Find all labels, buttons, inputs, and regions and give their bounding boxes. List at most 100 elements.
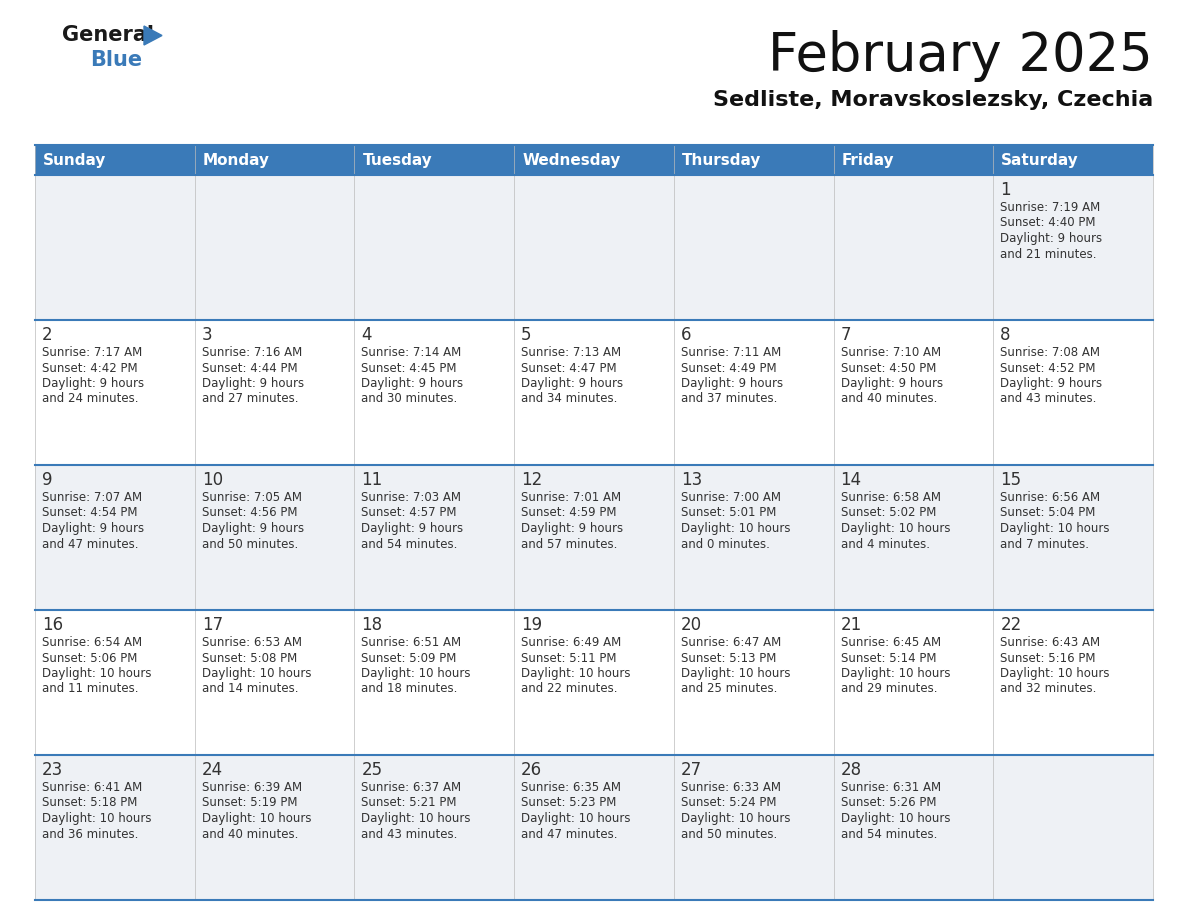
Text: Blue: Blue xyxy=(90,50,143,70)
Text: 16: 16 xyxy=(42,616,63,634)
Text: Daylight: 9 hours: Daylight: 9 hours xyxy=(202,522,304,535)
Bar xyxy=(34,320,1154,465)
Text: Daylight: 10 hours: Daylight: 10 hours xyxy=(1000,522,1110,535)
Text: Sunset: 4:50 PM: Sunset: 4:50 PM xyxy=(841,362,936,375)
Text: and 11 minutes.: and 11 minutes. xyxy=(42,682,139,696)
Text: Wednesday: Wednesday xyxy=(523,152,620,167)
Text: Daylight: 10 hours: Daylight: 10 hours xyxy=(841,667,950,680)
Text: 21: 21 xyxy=(841,616,861,634)
Text: Daylight: 9 hours: Daylight: 9 hours xyxy=(202,377,304,390)
Text: 24: 24 xyxy=(202,761,223,779)
Text: and 50 minutes.: and 50 minutes. xyxy=(202,538,298,551)
Text: Sunset: 5:13 PM: Sunset: 5:13 PM xyxy=(681,652,776,665)
Bar xyxy=(34,145,1154,175)
Text: Sunrise: 7:11 AM: Sunrise: 7:11 AM xyxy=(681,346,781,359)
Text: and 50 minutes.: and 50 minutes. xyxy=(681,827,777,841)
Text: Daylight: 9 hours: Daylight: 9 hours xyxy=(841,377,943,390)
Text: Daylight: 10 hours: Daylight: 10 hours xyxy=(522,667,631,680)
Text: 10: 10 xyxy=(202,471,223,489)
Text: and 37 minutes.: and 37 minutes. xyxy=(681,393,777,406)
Text: 22: 22 xyxy=(1000,616,1022,634)
Text: Daylight: 9 hours: Daylight: 9 hours xyxy=(522,377,624,390)
Text: 28: 28 xyxy=(841,761,861,779)
Text: Sunrise: 6:41 AM: Sunrise: 6:41 AM xyxy=(42,781,143,794)
Text: Sunset: 5:23 PM: Sunset: 5:23 PM xyxy=(522,797,617,810)
Text: Sedliste, Moravskoslezsky, Czechia: Sedliste, Moravskoslezsky, Czechia xyxy=(713,90,1154,110)
Text: Sunset: 5:19 PM: Sunset: 5:19 PM xyxy=(202,797,297,810)
Text: Sunrise: 6:35 AM: Sunrise: 6:35 AM xyxy=(522,781,621,794)
Text: Daylight: 10 hours: Daylight: 10 hours xyxy=(522,812,631,825)
Text: Sunrise: 6:37 AM: Sunrise: 6:37 AM xyxy=(361,781,462,794)
Text: and 54 minutes.: and 54 minutes. xyxy=(361,538,457,551)
Bar xyxy=(34,465,1154,610)
Text: Sunset: 4:47 PM: Sunset: 4:47 PM xyxy=(522,362,617,375)
Text: and 7 minutes.: and 7 minutes. xyxy=(1000,538,1089,551)
Text: Sunset: 4:52 PM: Sunset: 4:52 PM xyxy=(1000,362,1095,375)
Text: Sunset: 5:01 PM: Sunset: 5:01 PM xyxy=(681,507,776,520)
Text: Sunrise: 6:39 AM: Sunrise: 6:39 AM xyxy=(202,781,302,794)
Text: Sunset: 5:04 PM: Sunset: 5:04 PM xyxy=(1000,507,1095,520)
Text: Daylight: 10 hours: Daylight: 10 hours xyxy=(841,522,950,535)
Text: Sunrise: 6:49 AM: Sunrise: 6:49 AM xyxy=(522,636,621,649)
Text: and 40 minutes.: and 40 minutes. xyxy=(841,393,937,406)
Text: and 24 minutes.: and 24 minutes. xyxy=(42,393,139,406)
Text: Sunset: 5:06 PM: Sunset: 5:06 PM xyxy=(42,652,138,665)
Text: Sunrise: 7:19 AM: Sunrise: 7:19 AM xyxy=(1000,201,1100,214)
Text: and 54 minutes.: and 54 minutes. xyxy=(841,827,937,841)
Text: Daylight: 10 hours: Daylight: 10 hours xyxy=(1000,667,1110,680)
Text: and 4 minutes.: and 4 minutes. xyxy=(841,538,929,551)
Text: Sunset: 5:18 PM: Sunset: 5:18 PM xyxy=(42,797,138,810)
Bar xyxy=(34,610,1154,755)
Text: Sunset: 5:24 PM: Sunset: 5:24 PM xyxy=(681,797,776,810)
Text: 13: 13 xyxy=(681,471,702,489)
Text: 19: 19 xyxy=(522,616,542,634)
Text: Monday: Monday xyxy=(203,152,270,167)
Text: 14: 14 xyxy=(841,471,861,489)
Text: and 47 minutes.: and 47 minutes. xyxy=(42,538,139,551)
Text: Daylight: 9 hours: Daylight: 9 hours xyxy=(42,522,144,535)
Text: Sunrise: 7:03 AM: Sunrise: 7:03 AM xyxy=(361,491,461,504)
Text: 11: 11 xyxy=(361,471,383,489)
Text: Daylight: 9 hours: Daylight: 9 hours xyxy=(361,522,463,535)
Text: and 57 minutes.: and 57 minutes. xyxy=(522,538,618,551)
Text: Sunset: 5:14 PM: Sunset: 5:14 PM xyxy=(841,652,936,665)
Text: and 40 minutes.: and 40 minutes. xyxy=(202,827,298,841)
Text: Daylight: 10 hours: Daylight: 10 hours xyxy=(42,667,152,680)
Text: and 32 minutes.: and 32 minutes. xyxy=(1000,682,1097,696)
Text: Daylight: 9 hours: Daylight: 9 hours xyxy=(522,522,624,535)
Text: Sunset: 4:40 PM: Sunset: 4:40 PM xyxy=(1000,217,1095,230)
Text: and 34 minutes.: and 34 minutes. xyxy=(522,393,618,406)
Text: Sunset: 4:45 PM: Sunset: 4:45 PM xyxy=(361,362,457,375)
Text: Sunrise: 6:45 AM: Sunrise: 6:45 AM xyxy=(841,636,941,649)
Text: Sunrise: 7:10 AM: Sunrise: 7:10 AM xyxy=(841,346,941,359)
Text: 4: 4 xyxy=(361,326,372,344)
Text: and 43 minutes.: and 43 minutes. xyxy=(361,827,457,841)
Text: Sunset: 4:54 PM: Sunset: 4:54 PM xyxy=(42,507,138,520)
Text: and 0 minutes.: and 0 minutes. xyxy=(681,538,770,551)
Polygon shape xyxy=(144,26,162,45)
Text: Daylight: 10 hours: Daylight: 10 hours xyxy=(42,812,152,825)
Text: and 21 minutes.: and 21 minutes. xyxy=(1000,248,1097,261)
Text: and 22 minutes.: and 22 minutes. xyxy=(522,682,618,696)
Text: Daylight: 10 hours: Daylight: 10 hours xyxy=(681,667,790,680)
Text: Sunrise: 7:16 AM: Sunrise: 7:16 AM xyxy=(202,346,302,359)
Text: Sunrise: 6:58 AM: Sunrise: 6:58 AM xyxy=(841,491,941,504)
Text: Thursday: Thursday xyxy=(682,152,762,167)
Text: Daylight: 9 hours: Daylight: 9 hours xyxy=(681,377,783,390)
Text: Daylight: 10 hours: Daylight: 10 hours xyxy=(841,812,950,825)
Text: and 47 minutes.: and 47 minutes. xyxy=(522,827,618,841)
Text: Friday: Friday xyxy=(841,152,895,167)
Text: Daylight: 10 hours: Daylight: 10 hours xyxy=(681,522,790,535)
Text: and 27 minutes.: and 27 minutes. xyxy=(202,393,298,406)
Text: 2: 2 xyxy=(42,326,52,344)
Text: Daylight: 9 hours: Daylight: 9 hours xyxy=(1000,377,1102,390)
Text: Sunrise: 7:05 AM: Sunrise: 7:05 AM xyxy=(202,491,302,504)
Text: Sunrise: 6:47 AM: Sunrise: 6:47 AM xyxy=(681,636,781,649)
Text: 26: 26 xyxy=(522,761,542,779)
Text: Sunday: Sunday xyxy=(43,152,107,167)
Text: Sunrise: 6:54 AM: Sunrise: 6:54 AM xyxy=(42,636,143,649)
Text: Tuesday: Tuesday xyxy=(362,152,432,167)
Text: Sunrise: 7:08 AM: Sunrise: 7:08 AM xyxy=(1000,346,1100,359)
Text: and 36 minutes.: and 36 minutes. xyxy=(42,827,138,841)
Text: 8: 8 xyxy=(1000,326,1011,344)
